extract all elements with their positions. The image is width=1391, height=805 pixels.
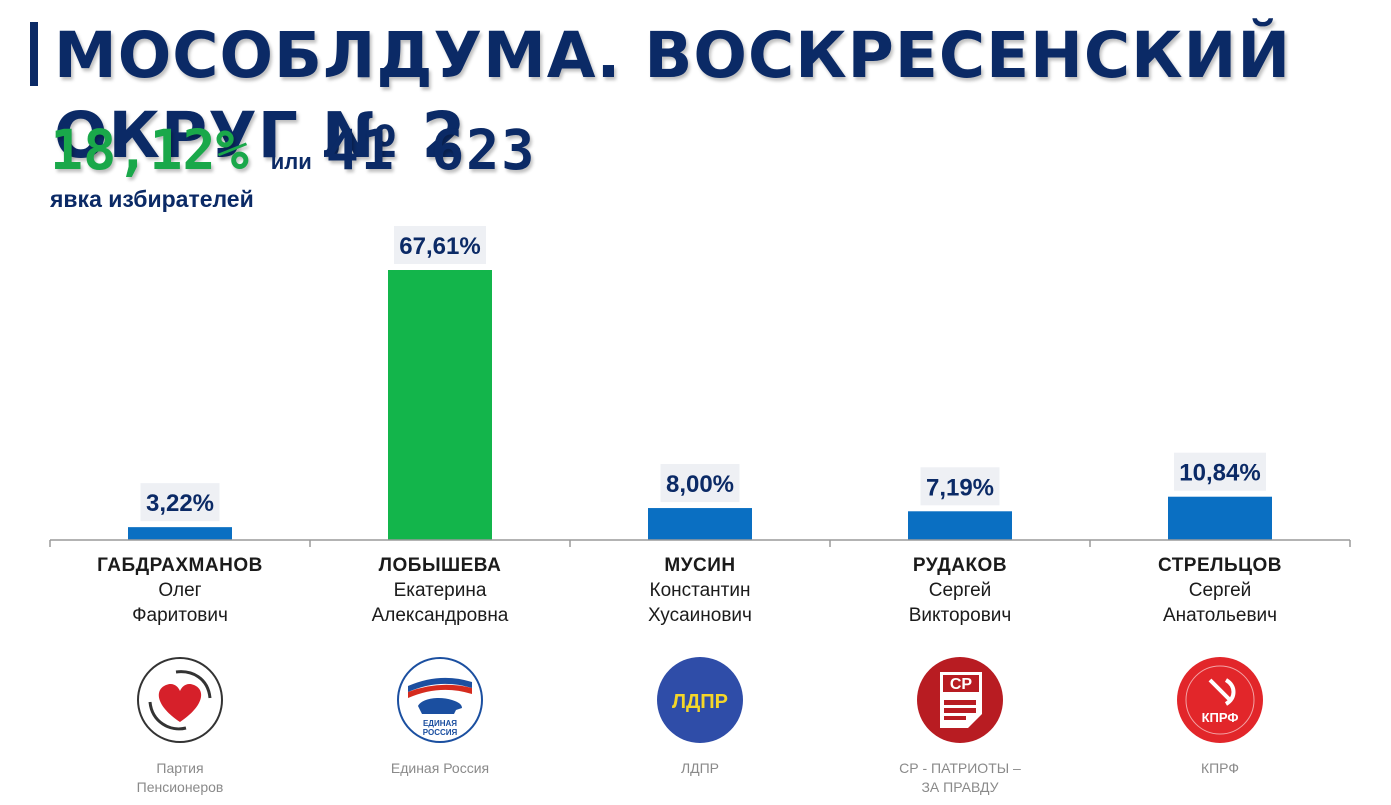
svg-text:ЛДПР: ЛДПР xyxy=(672,691,728,713)
svg-text:ЕДИНАЯ: ЕДИНАЯ xyxy=(423,719,457,728)
turnout-label: явка избирателей xyxy=(50,186,254,212)
candidate-first-name: Сергей xyxy=(928,580,992,601)
candidate-patronymic: Викторович xyxy=(908,605,1012,626)
data-label: 8,00% xyxy=(666,471,734,498)
turnout-or-text: или xyxy=(270,149,312,174)
candidate-surname: СТРЕЛЬЦОВ xyxy=(1157,555,1283,576)
data-label: 10,84% xyxy=(1179,460,1260,487)
party-name: СР - ПАТРИОТЫ – ЗА ПРАВДУ xyxy=(899,760,1021,795)
hammer-sickle-icon: КПРФ xyxy=(1177,657,1263,743)
party-name: ЛДПР xyxy=(680,760,720,776)
turnout-count: 41 623 xyxy=(325,118,537,182)
candidate-name: МУСИН Константин Хусаинович xyxy=(585,553,815,628)
svg-text:СР: СР xyxy=(950,676,973,693)
candidate-name: РУДАКОВ Сергей Викторович xyxy=(845,553,1075,628)
data-label-bg xyxy=(140,483,220,522)
candidate-surname: МУСИН xyxy=(664,555,736,576)
data-label: 67,61% xyxy=(399,233,480,260)
page-title: МОСОБЛДУМА. ВОСКРЕСЕНСКИЙ ОКРУГ № 2 xyxy=(54,19,1292,172)
data-label-bg xyxy=(394,226,486,264)
title-accent-bar xyxy=(30,22,38,86)
svg-text:РОССИЯ: РОССИЯ xyxy=(423,728,458,737)
candidate-patronymic: Александровна xyxy=(371,605,509,626)
party-name: Единая Россия xyxy=(390,760,490,776)
bar xyxy=(388,270,492,540)
results-bar-chart: 3,22% 67,61% 8,00% 7,19% 10,84% xyxy=(49,226,1351,547)
party-name: КПРФ xyxy=(1200,760,1240,776)
candidate-patronymic: Фаритович xyxy=(132,605,228,626)
data-label: 7,19% xyxy=(926,474,994,501)
candidate-first-name: Константин xyxy=(649,580,751,601)
data-label-bg xyxy=(920,467,1000,506)
sr-icon: СР xyxy=(917,657,1003,743)
candidate-first-name: Екатерина xyxy=(393,580,487,601)
turnout-percent: 18,12% xyxy=(50,118,249,182)
bar xyxy=(648,508,752,540)
data-label-bg xyxy=(660,464,740,503)
candidate-surname: ЛОБЫШЕВА xyxy=(378,555,502,576)
turnout-summary: 18,12% или 41 623 xyxy=(50,118,536,188)
data-label-bg xyxy=(1174,452,1266,491)
bar xyxy=(1168,496,1272,540)
bar xyxy=(128,527,232,540)
candidate-surname: РУДАКОВ xyxy=(912,555,1008,576)
data-label: 3,22% xyxy=(146,490,214,517)
candidate-name: СТРЕЛЬЦОВ Сергей Анатольевич xyxy=(1105,553,1335,628)
candidate-patronymic: Хусаинович xyxy=(648,605,752,626)
candidate-first-name: Сергей xyxy=(1188,580,1252,601)
candidate-patronymic: Анатольевич xyxy=(1162,605,1278,626)
candidate-first-name: Олег xyxy=(158,580,202,601)
candidate-name: ЛОБЫШЕВА Екатерина Александровна xyxy=(325,553,555,628)
party-name: Партия Пенсионеров xyxy=(136,760,224,795)
ldpr-icon: ЛДПР xyxy=(657,657,743,743)
svg-text:КПРФ: КПРФ xyxy=(1202,710,1239,725)
heart-hands-icon xyxy=(137,657,223,743)
candidate-surname: ГАБДРАХМАНОВ xyxy=(97,555,263,576)
candidate-name: ГАБДРАХМАНОВ Олег Фаритович xyxy=(65,553,295,628)
bar xyxy=(908,511,1012,540)
